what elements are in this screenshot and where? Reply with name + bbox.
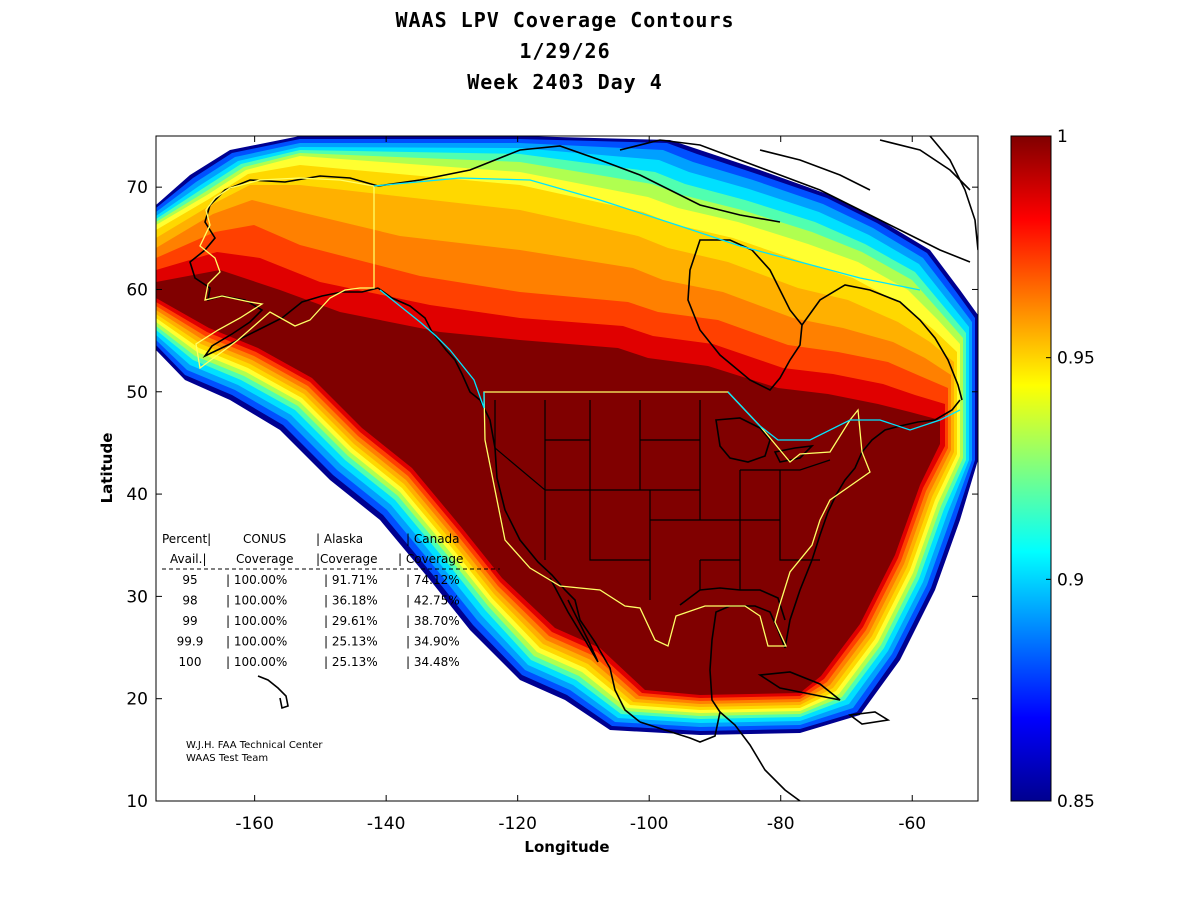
x-tick-label: -120 <box>498 814 537 834</box>
x-ticks: -160 -140 -120 -100 -80 -60 <box>235 136 926 834</box>
colorbar-ticks: 1 0.95 0.9 0.85 <box>1046 127 1095 812</box>
y-tick-label: 20 <box>126 690 148 710</box>
table-cell: 99 <box>182 614 197 628</box>
table-cell: 98 <box>182 594 197 608</box>
x-tick-label: -160 <box>235 814 274 834</box>
x-tick-label: -140 <box>367 814 406 834</box>
y-tick-label: 60 <box>126 280 148 300</box>
table-cell: 95 <box>182 573 197 587</box>
colorbar-tick-label: 0.85 <box>1057 792 1095 812</box>
table-subheader-conus: Coverage <box>236 552 294 566</box>
x-tick-label: -100 <box>630 814 669 834</box>
table-cell: | 34.48% <box>406 655 460 669</box>
us-state-borders <box>494 400 831 600</box>
table-cell: | 25.13% <box>324 655 378 669</box>
colorbar-tick-label: 1 <box>1057 127 1068 147</box>
y-tick-label: 50 <box>126 383 148 403</box>
plot-frame <box>155 135 979 802</box>
table-subheader-canada: | Coverage <box>398 552 463 566</box>
table-header-conus: CONUS <box>243 532 286 546</box>
chart-title-line-2: 1/29/26 <box>519 39 611 63</box>
region-outlines <box>195 177 961 647</box>
coastline-mexico <box>639 605 786 743</box>
alaska-outline <box>195 177 375 370</box>
coverage-table: Percent| CONUS | Alaska | Canada Avail.|… <box>162 532 500 669</box>
table-cell: | 91.71% <box>324 573 378 587</box>
contour-band-dark-red <box>156 270 940 695</box>
table-header-percent: Percent| <box>162 532 211 546</box>
coastline-great-lakes <box>715 417 815 463</box>
coastline-us-east <box>784 399 961 649</box>
coastline-hudson <box>687 239 803 391</box>
table-cell: | 74.12% <box>406 573 460 587</box>
coastline-labrador <box>801 284 963 401</box>
coastline-central-america <box>719 711 801 801</box>
chart-title-line-3: Week 2403 Day 4 <box>467 70 663 94</box>
table-header-canada: | Canada <box>406 532 460 546</box>
y-axis-label: Latitude <box>98 433 116 504</box>
conus-outline <box>483 391 871 647</box>
table-subheader-avail: Avail.| <box>170 552 207 566</box>
y-tick-label: 30 <box>126 587 148 607</box>
coastline-west-canada <box>377 287 481 401</box>
coastline-greenland <box>929 136 978 251</box>
table-cell: | 25.13% <box>324 635 378 649</box>
table-cell: | 100.00% <box>226 655 287 669</box>
coverage-contours <box>156 136 978 735</box>
table-cell: | 42.75% <box>406 594 460 608</box>
table-cell: | 100.00% <box>226 635 287 649</box>
x-tick-label: -80 <box>767 814 795 834</box>
table-cell: | 38.70% <box>406 614 460 628</box>
table-cell: 99.9 <box>177 635 204 649</box>
table-cell: | 36.18% <box>324 594 378 608</box>
coastline-us-west <box>479 399 641 723</box>
colorbar-tick-label: 0.95 <box>1057 349 1095 369</box>
y-tick-label: 10 <box>126 792 148 812</box>
x-tick-label: -60 <box>898 814 926 834</box>
credit-line-2: WAAS Test Team <box>186 753 268 764</box>
table-cell: | 29.61% <box>324 614 378 628</box>
table-header-alaska: | Alaska <box>316 532 363 546</box>
chart-title-line-1: WAAS LPV Coverage Contours <box>395 8 735 32</box>
table-cell: | 34.90% <box>406 635 460 649</box>
table-subheader-alaska: |Coverage <box>316 552 378 566</box>
y-tick-label: 70 <box>126 178 148 198</box>
coastline-hawaii <box>257 675 289 710</box>
table-rows: 95 | 100.00% | 91.71% | 74.12% 98 | 100.00% | … <box>177 573 460 669</box>
coastline-arctic <box>377 145 781 223</box>
table-cell: | 100.00% <box>226 614 287 628</box>
coastline-baja <box>549 577 599 663</box>
x-axis-label: Longitude <box>524 838 609 856</box>
coastline-hispaniola <box>847 711 891 725</box>
table-cell: 100 <box>179 655 202 669</box>
coastline-cuba <box>757 671 841 701</box>
table-cell: | 100.00% <box>226 594 287 608</box>
table-cell: | 100.00% <box>226 573 287 587</box>
y-ticks: 10 20 30 40 50 60 70 <box>126 178 978 812</box>
credit-line-1: W.J.H. FAA Technical Center <box>186 740 323 751</box>
colorbar <box>1010 135 1052 802</box>
y-tick-label: 40 <box>126 485 148 505</box>
canada-border <box>373 177 961 441</box>
colorbar-tick-label: 0.9 <box>1057 570 1084 590</box>
